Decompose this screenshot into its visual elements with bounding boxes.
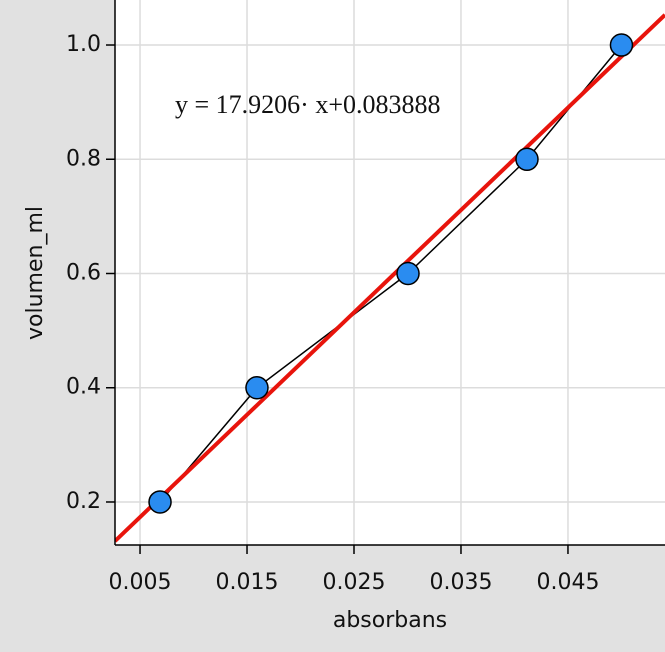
y-tick-label: 0.4 [66, 375, 101, 400]
x-axis-label: absorbans [333, 608, 447, 633]
fit-equation: y = 17.9206· x+0.083888 [175, 90, 440, 119]
x-tick-label: 0.005 [109, 570, 172, 595]
point [245, 375, 269, 400]
point [515, 147, 539, 172]
y-tick-label: 0.6 [66, 260, 101, 285]
x-tick-label: 0.025 [323, 570, 386, 595]
y-tick-label: 0.2 [66, 489, 101, 514]
fit-line [115, 13, 665, 543]
point [609, 33, 634, 57]
point [396, 261, 420, 286]
x-tick-label: 0.045 [536, 570, 599, 595]
x-tick-label: 0.035 [429, 570, 492, 595]
y-tick-label: 0.8 [66, 146, 101, 171]
x-tick-label: 0.015 [216, 570, 279, 595]
y-axis-label: volumen_ml [23, 206, 48, 340]
point [148, 490, 172, 514]
y-tick-label: 1.0 [66, 32, 101, 57]
